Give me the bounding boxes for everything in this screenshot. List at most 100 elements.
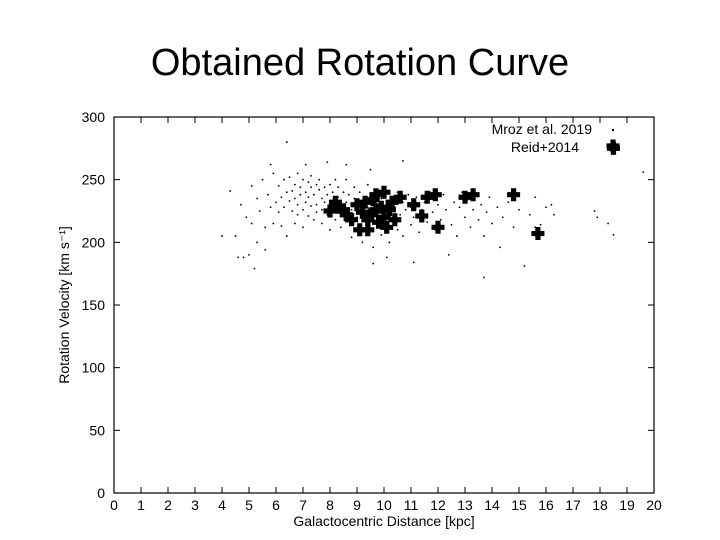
data-point-mroz <box>399 213 402 216</box>
data-point-mroz <box>315 183 318 186</box>
data-point-mroz <box>269 206 272 209</box>
data-point-mroz <box>437 203 439 206</box>
data-point-mroz <box>323 201 326 204</box>
data-point-mroz <box>304 191 307 194</box>
data-point-mroz <box>350 208 353 211</box>
data-point-reid <box>531 227 545 241</box>
data-point-mroz <box>256 241 258 244</box>
data-point-mroz <box>329 228 331 231</box>
data-point-mroz <box>321 208 323 211</box>
data-point-mroz <box>272 172 275 175</box>
y-tick-label: 200 <box>82 234 106 250</box>
x-tick-label: 9 <box>353 497 361 513</box>
data-point-mroz <box>442 193 445 196</box>
data-point-mroz <box>307 181 310 184</box>
data-point-mroz <box>596 216 599 219</box>
data-point-mroz <box>477 218 480 221</box>
data-point-mroz <box>388 241 391 244</box>
data-point-mroz <box>321 197 323 200</box>
data-point-mroz <box>296 172 299 175</box>
data-point-mroz <box>310 205 312 207</box>
data-point-mroz <box>277 211 280 214</box>
data-point-mroz <box>496 206 499 209</box>
data-point-mroz <box>458 206 461 209</box>
data-point-mroz <box>345 163 348 166</box>
data-point-mroz <box>299 193 302 196</box>
data-point-mroz <box>483 235 485 237</box>
data-point-mroz <box>296 213 299 216</box>
data-point-mroz <box>294 222 296 225</box>
slide-title: Obtained Rotation Curve <box>150 42 570 84</box>
data-point-mroz <box>528 213 531 216</box>
data-point-mroz <box>372 262 375 265</box>
data-point-mroz <box>331 191 334 194</box>
data-point-mroz <box>431 211 434 214</box>
data-point-mroz <box>256 197 258 200</box>
data-point-mroz <box>350 236 353 239</box>
y-axis-title: Rotation Velocity [km s⁻¹] <box>56 226 72 384</box>
data-point-mroz <box>304 163 307 166</box>
data-point-reid <box>366 193 380 207</box>
data-point-mroz <box>307 215 310 217</box>
data-point-reid <box>361 213 375 227</box>
data-point-mroz <box>264 248 267 251</box>
data-point-mroz <box>280 225 283 227</box>
data-point-mroz <box>296 203 299 206</box>
data-point-mroz <box>272 222 275 225</box>
x-tick-label: 14 <box>484 497 500 513</box>
y-tick-label: 50 <box>89 422 105 438</box>
data-point-mroz <box>447 253 450 256</box>
data-point-mroz <box>439 218 442 221</box>
y-tick-label: 100 <box>82 360 106 376</box>
x-tick-label: 5 <box>245 497 253 513</box>
data-point-mroz <box>245 216 248 219</box>
data-point-mroz <box>342 191 345 194</box>
data-point-mroz <box>404 208 407 211</box>
data-point-mroz <box>396 228 399 231</box>
data-point-mroz <box>275 201 277 204</box>
data-point-mroz <box>240 203 242 206</box>
data-point-reid <box>382 203 396 217</box>
legend-label-reid: Reid+2014 <box>511 139 579 155</box>
x-tick-label: 17 <box>565 497 581 513</box>
data-point-mroz <box>302 226 304 229</box>
data-point-mroz <box>339 226 342 229</box>
data-point-mroz <box>512 226 515 229</box>
data-point-mroz <box>285 141 288 143</box>
data-point-reid <box>407 198 421 212</box>
data-point-mroz <box>283 206 285 209</box>
data-point-mroz <box>369 168 372 171</box>
data-point-reid <box>339 208 353 222</box>
data-point-mroz <box>507 201 510 204</box>
data-point-mroz <box>453 201 456 204</box>
data-point-mroz <box>499 246 501 249</box>
x-tick-label: 13 <box>457 497 473 513</box>
legend: Mroz et al. 2019 Reid+2014 <box>492 121 620 155</box>
y-tick-group: 0 50 100 150 200 250 300 <box>82 109 654 501</box>
data-point-reid <box>364 208 377 222</box>
data-point-mroz <box>312 193 315 196</box>
data-point-reid <box>377 185 391 199</box>
data-point-mroz <box>518 208 520 211</box>
data-point-mroz <box>450 223 453 226</box>
x-tick-label: 4 <box>218 497 226 513</box>
data-point-mroz <box>318 178 321 181</box>
data-point-mroz <box>361 241 364 244</box>
data-point-mroz <box>280 196 283 199</box>
data-point-mroz <box>299 186 302 189</box>
data-point-mroz <box>380 233 383 236</box>
data-point-reid <box>374 200 388 214</box>
data-point-reid <box>353 223 367 237</box>
data-point-mroz <box>491 222 493 225</box>
data-point-mroz <box>250 185 253 187</box>
x-tick-label: 12 <box>430 497 446 513</box>
data-point-mroz <box>291 190 294 192</box>
data-point-mroz <box>539 223 542 226</box>
data-point-mroz <box>412 216 415 219</box>
data-point-mroz <box>312 218 315 221</box>
x-tick-label: 1 <box>137 497 145 513</box>
data-point-mroz <box>237 256 240 259</box>
data-point-mroz <box>283 178 285 181</box>
data-point-mroz <box>253 267 256 270</box>
